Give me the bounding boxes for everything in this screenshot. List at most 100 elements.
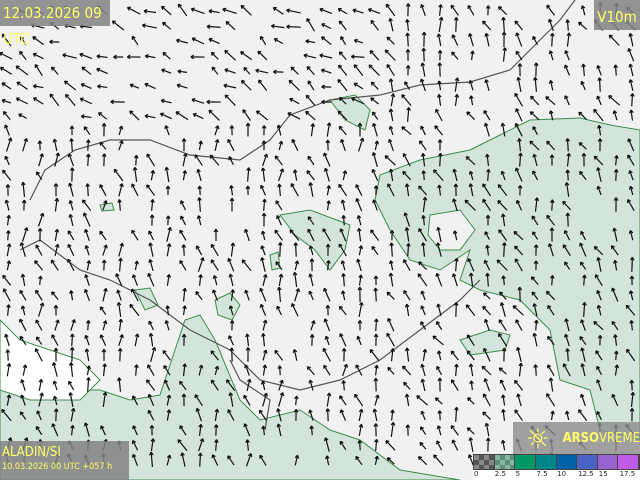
wind-arrow: [418, 261, 428, 270]
wind-arrow: [498, 333, 508, 347]
wind-arrow: [212, 275, 218, 286]
wind-arrow: [464, 199, 476, 211]
legend-tick-label: 5: [515, 470, 521, 478]
wind-arrow: [1, 408, 12, 422]
wind-arrow: [450, 424, 459, 436]
wind-arrow: [117, 347, 123, 362]
wind-arrow: [198, 452, 203, 467]
wind-arrow: [342, 363, 349, 377]
wind-arrow: [226, 379, 236, 391]
wind-arrow: [223, 83, 237, 89]
wind-arrow: [404, 183, 410, 197]
wind-arrow: [416, 395, 428, 406]
wind-arrow: [229, 320, 235, 331]
wind-arrow: [371, 111, 379, 120]
wind-arrow: [515, 50, 523, 61]
wind-arrow: [369, 349, 380, 362]
wind-arrow: [454, 257, 459, 272]
wind-arrow: [15, 97, 29, 105]
wind-arrow: [337, 7, 348, 15]
wind-arrow: [597, 138, 603, 152]
wind-arrow: [84, 348, 90, 362]
wind-arrow: [102, 287, 108, 302]
wind-arrow: [373, 275, 379, 286]
wind-arrow: [579, 336, 587, 346]
wind-arrow: [403, 212, 411, 227]
wind-arrow: [390, 93, 396, 107]
wind-arrow: [166, 243, 172, 257]
wind-arrow: [69, 167, 75, 182]
wind-arrow: [401, 365, 412, 376]
wind-arrow: [582, 274, 587, 286]
wind-arrow: [176, 83, 188, 89]
wind-arrow: [53, 183, 59, 197]
wind-arrow: [452, 168, 458, 182]
wind-arrow: [293, 242, 299, 257]
wind-arrow: [420, 125, 427, 136]
model-name: ALADIN/SI: [2, 445, 61, 460]
wind-arrow: [291, 303, 299, 317]
legend-swatch: [556, 455, 578, 469]
wind-arrow: [34, 63, 43, 77]
wind-arrow: [147, 409, 155, 421]
wind-arrow: [182, 287, 187, 302]
wind-arrow: [180, 215, 187, 226]
wind-arrow: [0, 66, 13, 75]
wind-arrow: [182, 170, 188, 181]
wind-arrow: [404, 303, 410, 317]
wind-arrow: [177, 439, 188, 452]
wind-arrow: [262, 349, 268, 361]
wind-arrow: [6, 304, 11, 316]
wind-arrow: [195, 407, 203, 422]
wind-arrow: [438, 16, 444, 33]
wind-arrow: [372, 122, 378, 137]
wind-arrow: [261, 212, 267, 227]
wind-arrow: [371, 151, 378, 167]
wind-arrow: [321, 23, 332, 30]
wind-arrow: [4, 124, 10, 136]
wind-arrow: [81, 66, 92, 75]
wind-arrow: [240, 51, 253, 61]
wind-arrow: [305, 39, 316, 44]
wind-arrow: [388, 78, 394, 92]
arso-brand[interactable]: ARSO VREME: [513, 422, 640, 454]
wind-arrow: [432, 335, 444, 346]
wind-arrow: [243, 66, 251, 75]
wind-arrow: [292, 271, 298, 287]
wind-arrow: [564, 95, 570, 106]
wind-arrow: [323, 318, 331, 332]
wind-arrow: [180, 452, 186, 467]
wind-arrow: [38, 378, 44, 391]
wind-arrow: [593, 155, 604, 166]
wind-arrow: [565, 212, 571, 227]
wind-arrow: [451, 439, 459, 451]
wind-arrow: [597, 77, 602, 92]
wind-arrow: [20, 379, 26, 391]
wind-arrow: [500, 122, 506, 137]
wind-arrow: [102, 391, 108, 407]
wind-arrow: [131, 395, 139, 406]
wind-arrow: [208, 8, 220, 14]
wind-arrow: [468, 33, 474, 47]
wind-arrow: [80, 114, 92, 119]
wind-arrow: [54, 319, 60, 331]
wind-arrow: [337, 78, 348, 92]
wind-arrow: [497, 200, 508, 211]
wind-arrow: [70, 319, 76, 331]
wind-arrow: [625, 304, 636, 316]
wind-arrow: [244, 289, 250, 301]
wind-arrow: [196, 168, 202, 182]
wind-arrow: [111, 20, 125, 31]
wind-arrow: [596, 365, 603, 376]
wind-arrow: [309, 258, 315, 272]
wind-arrow: [580, 347, 586, 362]
wind-arrow: [5, 349, 11, 361]
wind-arrow: [499, 291, 507, 300]
wind-arrow: [563, 229, 571, 241]
wind-arrow: [83, 422, 90, 437]
wind-arrow: [307, 80, 315, 91]
wind-arrow: [2, 274, 12, 286]
wind-arrow: [166, 394, 172, 406]
wind-arrow: [467, 454, 474, 466]
wind-arrow: [500, 439, 506, 451]
